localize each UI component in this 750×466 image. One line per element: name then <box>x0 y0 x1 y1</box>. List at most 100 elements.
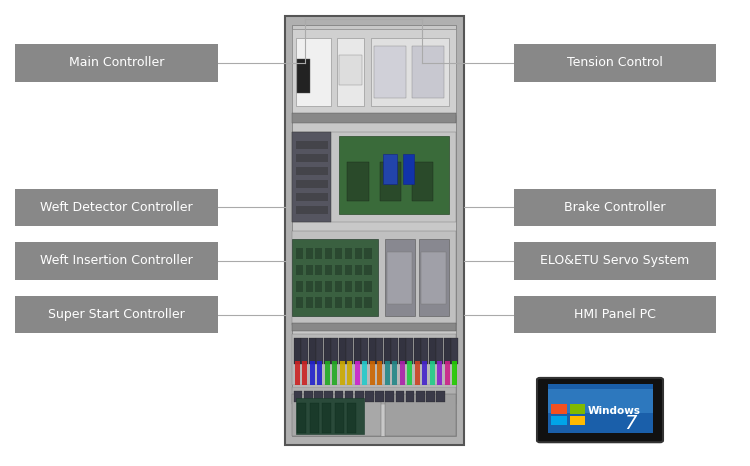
Text: HMI Panel PC: HMI Panel PC <box>574 308 656 321</box>
Bar <box>340 362 345 385</box>
Bar <box>296 38 332 106</box>
Bar <box>296 180 328 188</box>
Bar <box>315 297 322 308</box>
Bar <box>326 248 332 259</box>
Text: Windows: Windows <box>588 406 641 416</box>
Bar <box>407 362 413 385</box>
Bar <box>376 338 383 363</box>
Bar <box>322 403 332 433</box>
Bar <box>362 338 368 363</box>
Bar <box>354 338 361 363</box>
Bar <box>338 55 362 85</box>
Bar <box>383 153 398 184</box>
Text: Weft Detector Controller: Weft Detector Controller <box>40 201 193 214</box>
Bar <box>314 391 322 402</box>
Bar <box>426 391 435 402</box>
Text: Brake Controller: Brake Controller <box>564 201 666 214</box>
Bar <box>292 113 456 123</box>
Bar <box>412 46 444 98</box>
Bar <box>365 391 374 402</box>
Bar <box>309 338 316 363</box>
Text: ELO&ETU Servo System: ELO&ETU Servo System <box>540 254 690 267</box>
Bar <box>570 416 586 425</box>
Bar <box>305 297 313 308</box>
Bar <box>374 46 406 98</box>
FancyBboxPatch shape <box>15 296 217 333</box>
Bar <box>296 248 303 259</box>
Bar <box>292 394 382 437</box>
Bar <box>377 362 382 385</box>
Bar <box>310 403 319 433</box>
Bar <box>345 297 352 308</box>
Bar <box>296 154 328 162</box>
Bar <box>345 281 352 292</box>
Text: 7: 7 <box>624 414 636 433</box>
Bar <box>364 281 371 292</box>
Bar <box>375 391 384 402</box>
Bar <box>317 362 322 385</box>
Bar <box>419 239 449 316</box>
Bar <box>355 391 364 402</box>
Bar <box>364 297 371 308</box>
Bar <box>452 362 458 385</box>
Bar <box>345 265 352 275</box>
Bar <box>292 231 456 325</box>
Bar <box>385 239 416 316</box>
Bar <box>392 362 398 385</box>
Bar <box>384 338 391 363</box>
Bar <box>326 265 332 275</box>
Bar <box>292 323 456 331</box>
Text: Super Start Controller: Super Start Controller <box>48 308 184 321</box>
Text: Weft Insertion Controller: Weft Insertion Controller <box>40 254 193 267</box>
Bar <box>326 297 332 308</box>
FancyBboxPatch shape <box>514 44 716 82</box>
Bar <box>302 338 308 363</box>
FancyBboxPatch shape <box>15 44 217 82</box>
Bar <box>292 132 456 222</box>
Bar <box>298 403 307 433</box>
Bar <box>296 265 303 275</box>
Bar <box>332 338 338 363</box>
Bar <box>296 142 328 149</box>
Bar <box>296 167 328 175</box>
Bar <box>335 297 342 308</box>
Bar <box>305 281 313 292</box>
Bar <box>548 389 652 413</box>
Bar <box>421 252 446 303</box>
Bar <box>392 338 398 363</box>
Bar <box>292 132 332 222</box>
Bar <box>305 265 313 275</box>
Bar <box>362 362 368 385</box>
Bar <box>396 391 404 402</box>
Bar <box>296 206 328 213</box>
Bar <box>292 29 456 115</box>
Bar <box>298 59 310 94</box>
Bar <box>292 334 456 385</box>
Bar <box>422 338 428 363</box>
Bar <box>355 248 362 259</box>
Bar <box>355 362 360 385</box>
Bar <box>406 391 415 402</box>
Bar <box>416 391 424 402</box>
Bar <box>324 338 331 363</box>
Bar <box>346 338 353 363</box>
Bar <box>292 387 456 404</box>
Bar <box>355 281 362 292</box>
Bar <box>412 162 434 201</box>
Bar <box>436 338 443 363</box>
Bar <box>380 162 401 201</box>
Bar <box>403 153 413 184</box>
Text: Main Controller: Main Controller <box>68 56 164 69</box>
Bar <box>325 362 330 385</box>
Bar <box>292 239 378 316</box>
FancyBboxPatch shape <box>15 189 217 226</box>
Bar <box>326 281 332 292</box>
Bar <box>385 362 390 385</box>
Bar <box>385 394 456 437</box>
Bar <box>386 391 394 402</box>
Bar <box>551 416 567 425</box>
Bar <box>316 338 323 363</box>
Bar <box>355 297 362 308</box>
Bar <box>370 38 449 106</box>
Bar <box>347 362 352 385</box>
